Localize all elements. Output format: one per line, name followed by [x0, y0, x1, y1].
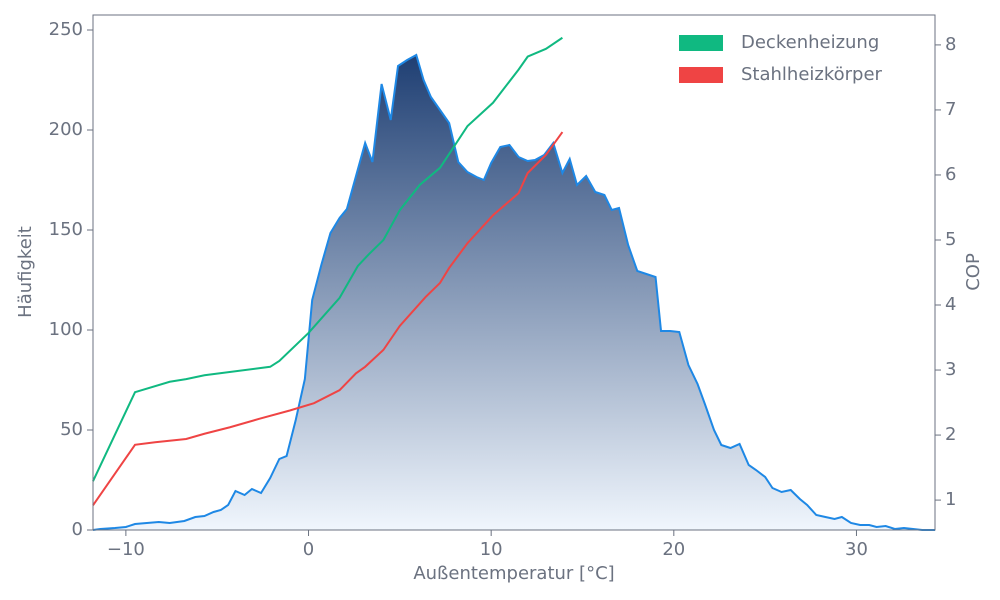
y2-tick-label: 2: [945, 424, 956, 445]
plot-frame: [92, 14, 936, 531]
y-tick-label: 150: [49, 219, 83, 240]
y-tick-label: 200: [49, 119, 83, 140]
area-line: [92, 53, 935, 531]
y2-tick-label: 8: [945, 34, 956, 55]
line: [92, 36, 563, 482]
y2-axis-label: COP: [963, 253, 984, 291]
x-tick-label: 0: [303, 539, 314, 560]
y2-tick-label: 5: [945, 229, 956, 250]
x-axis-label: Außentemperatur [°C]: [413, 563, 614, 584]
legend-swatch: [679, 67, 723, 83]
y2-tick-label: 6: [945, 164, 956, 185]
y-tick-label: 0: [72, 519, 83, 540]
x-tick-label: −10: [107, 539, 145, 560]
area-fill: [93, 55, 935, 530]
x-tick-label: 30: [845, 539, 868, 560]
y-tick-label: 100: [49, 319, 83, 340]
y2-tick-label: 1: [945, 489, 956, 510]
y2-tick-label: 3: [945, 359, 956, 380]
y2-tick-label: 7: [945, 99, 956, 120]
legend-label: Stahlheizkörper: [741, 64, 883, 85]
y-tick-label: 50: [60, 419, 83, 440]
y2-tick-label: 4: [945, 294, 956, 315]
line: [92, 131, 564, 506]
y-tick-label: 250: [49, 19, 83, 40]
y-axis-label: Häufigkeit: [15, 226, 36, 318]
x-tick-label: 20: [662, 539, 685, 560]
legend-swatch: [679, 35, 723, 51]
x-tick-label: 10: [480, 539, 503, 560]
legend-label: Deckenheizung: [741, 32, 879, 53]
